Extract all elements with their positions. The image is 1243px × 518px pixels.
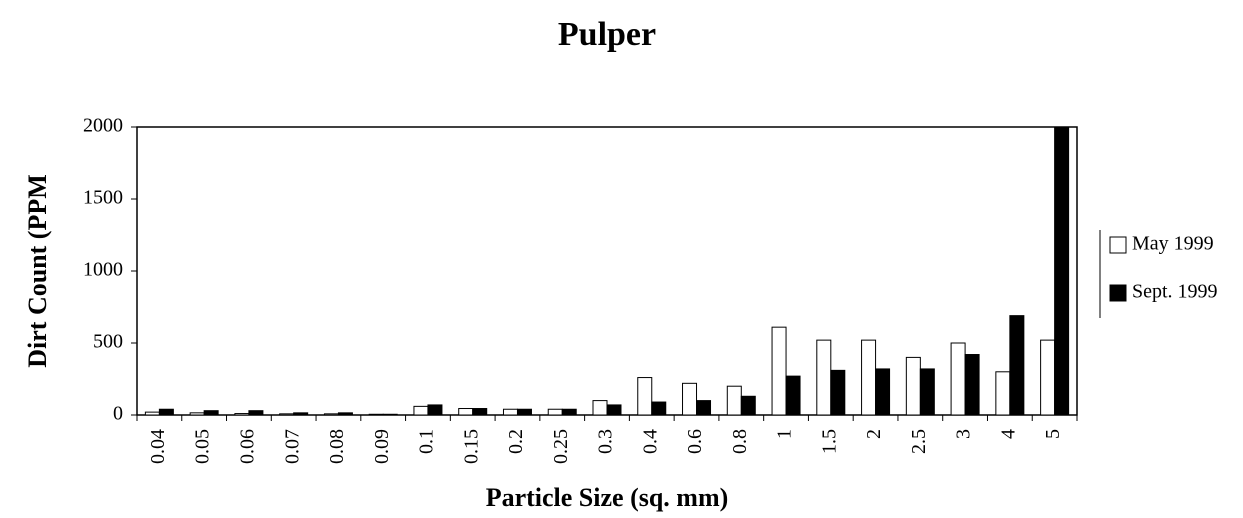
bar	[382, 413, 398, 416]
bar	[964, 354, 980, 416]
bar	[279, 413, 295, 416]
bar	[740, 395, 756, 416]
bar	[189, 412, 205, 416]
y-tick-label: 2000	[83, 115, 123, 137]
bar	[516, 408, 532, 416]
bar	[158, 408, 174, 416]
x-tick-label: 2	[863, 429, 885, 439]
bar	[323, 413, 339, 416]
x-tick-label: 0.1	[416, 429, 438, 454]
bar	[606, 404, 622, 416]
x-tick-label: 0.05	[192, 429, 214, 464]
bar	[816, 339, 832, 416]
y-axis-title: Dirt Count (PPM	[23, 174, 52, 368]
bar	[875, 368, 891, 416]
bar	[413, 405, 429, 416]
x-axis-title: Particle Size (sq. mm)	[486, 483, 729, 512]
x-tick-label: 1	[774, 429, 796, 439]
bar	[1009, 315, 1025, 416]
bar	[696, 400, 712, 416]
bar	[561, 408, 577, 416]
x-tick-label: 0.09	[371, 429, 393, 464]
x-tick-label: 1.5	[818, 429, 840, 454]
x-tick-label: 0.8	[729, 429, 751, 454]
bar	[726, 385, 742, 416]
x-tick-label: 0.2	[505, 429, 527, 454]
bar	[919, 368, 935, 416]
x-tick-label: 5	[1042, 429, 1064, 439]
x-tick-label: 3	[953, 429, 975, 439]
bar	[502, 408, 518, 416]
x-tick-label: 0.06	[236, 429, 258, 464]
bar	[950, 342, 966, 416]
bar	[651, 401, 667, 416]
y-tick-label: 0	[113, 403, 123, 425]
bar	[1040, 339, 1056, 416]
bar	[458, 408, 474, 416]
bar	[995, 371, 1011, 416]
legend-swatch	[1109, 236, 1127, 254]
bar	[337, 412, 353, 416]
x-tick-label: 4	[997, 429, 1019, 439]
bar	[144, 411, 160, 416]
bar	[861, 339, 877, 416]
x-tick-label: 0.4	[639, 429, 661, 454]
x-tick-label: 0.04	[147, 429, 169, 464]
bar	[830, 369, 846, 416]
bar	[1054, 126, 1070, 416]
bar	[547, 408, 563, 416]
y-tick-label: 1000	[83, 259, 123, 281]
y-tick-label: 500	[93, 331, 123, 353]
bar	[771, 326, 787, 416]
x-tick-label: 0.07	[281, 429, 303, 464]
legend-label: Sept. 1999	[1132, 281, 1218, 303]
bar	[472, 408, 488, 416]
legend-label: May 1999	[1132, 233, 1214, 255]
bar	[427, 404, 443, 416]
bar	[234, 413, 250, 416]
bar	[293, 412, 309, 416]
x-tick-label: 0.25	[550, 429, 572, 464]
x-tick-label: 2.5	[908, 429, 930, 454]
x-tick-label: 0.15	[460, 429, 482, 464]
plot-frame	[136, 126, 1078, 416]
bar	[203, 410, 219, 416]
x-tick-label: 0.6	[684, 429, 706, 454]
bar	[905, 356, 921, 416]
bar	[368, 413, 384, 416]
chart-title: Pulper	[558, 16, 656, 53]
x-tick-label: 0.08	[326, 429, 348, 464]
legend-swatch	[1109, 284, 1127, 302]
bar	[637, 377, 653, 416]
bar	[592, 400, 608, 416]
bar	[248, 410, 264, 416]
y-tick-label: 1500	[83, 187, 123, 209]
bar	[785, 375, 801, 416]
x-tick-label: 0.3	[595, 429, 617, 454]
bar	[682, 382, 698, 416]
